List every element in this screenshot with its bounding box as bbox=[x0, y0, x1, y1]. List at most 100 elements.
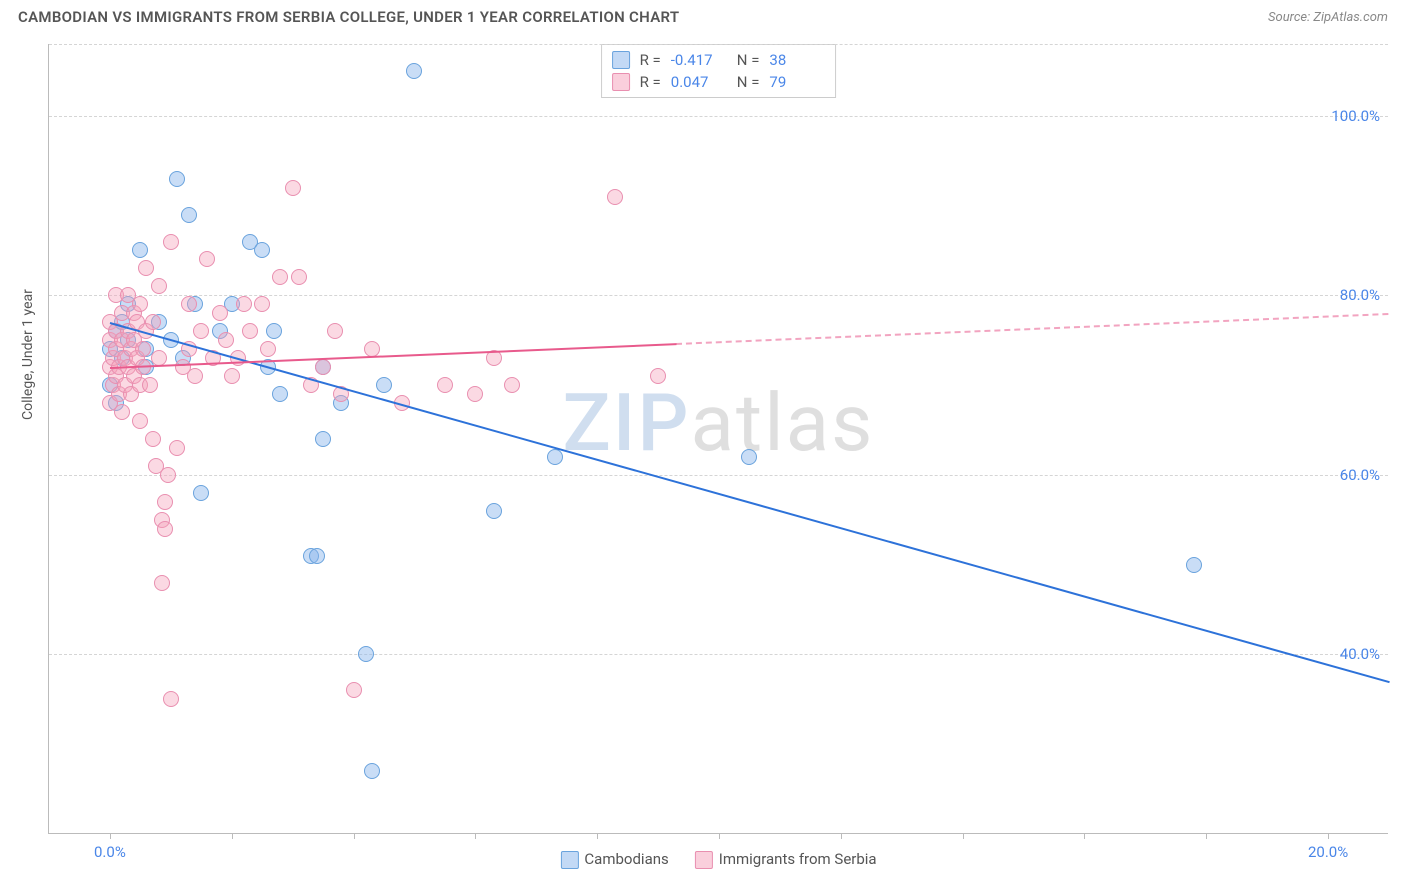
x-tick bbox=[963, 833, 964, 839]
data-point bbox=[358, 646, 374, 662]
data-point bbox=[486, 503, 502, 519]
x-tick-label: 0.0% bbox=[94, 843, 126, 861]
n-value: 38 bbox=[769, 51, 825, 69]
legend-label: Cambodians bbox=[584, 850, 668, 868]
data-point bbox=[607, 189, 623, 205]
n-label: N = bbox=[737, 51, 760, 69]
data-point bbox=[142, 377, 158, 393]
chart-title: CAMBODIAN VS IMMIGRANTS FROM SERBIA COLL… bbox=[18, 8, 679, 26]
source-label: Source: ZipAtlas.com bbox=[1268, 10, 1388, 25]
data-point bbox=[181, 296, 197, 312]
n-value: 79 bbox=[769, 73, 825, 91]
data-point bbox=[254, 296, 270, 312]
legend-row-cambodians: R = -0.417 N = 38 bbox=[612, 49, 826, 71]
data-point bbox=[187, 368, 203, 384]
data-point bbox=[504, 377, 520, 393]
x-tick bbox=[1084, 833, 1085, 839]
x-tick bbox=[1206, 833, 1207, 839]
data-point bbox=[467, 386, 483, 402]
data-point bbox=[650, 368, 666, 384]
data-point bbox=[132, 413, 148, 429]
data-point bbox=[437, 377, 453, 393]
y-tick-label: 40.0% bbox=[1340, 645, 1380, 663]
data-point bbox=[169, 171, 185, 187]
r-value: 0.047 bbox=[671, 73, 727, 91]
data-point bbox=[151, 278, 167, 294]
gridline bbox=[49, 654, 1388, 655]
x-tick bbox=[110, 833, 111, 839]
r-value: -0.417 bbox=[671, 51, 727, 69]
data-point bbox=[547, 449, 563, 465]
data-point bbox=[327, 323, 343, 339]
y-tick-label: 100.0% bbox=[1331, 107, 1380, 125]
trend-line bbox=[676, 313, 1389, 345]
gridline bbox=[49, 295, 1388, 296]
data-point bbox=[309, 548, 325, 564]
data-point bbox=[1186, 557, 1202, 573]
x-tick bbox=[597, 833, 598, 839]
swatch-blue-icon bbox=[560, 851, 578, 869]
data-point bbox=[154, 575, 170, 591]
gridline bbox=[49, 116, 1388, 117]
series-legend: Cambodians Immigrants from Serbia bbox=[560, 850, 876, 869]
x-tick bbox=[1328, 833, 1329, 839]
data-point bbox=[145, 314, 161, 330]
gridline bbox=[49, 475, 1388, 476]
data-point bbox=[132, 296, 148, 312]
correlation-legend: R = -0.417 N = 38 R = 0.047 N = 79 bbox=[601, 44, 837, 98]
r-label: R = bbox=[640, 73, 661, 91]
legend-item-cambodians: Cambodians bbox=[560, 850, 668, 869]
data-point bbox=[291, 269, 307, 285]
data-point bbox=[132, 242, 148, 258]
x-tick bbox=[719, 833, 720, 839]
data-point bbox=[181, 207, 197, 223]
data-point bbox=[242, 323, 258, 339]
legend-row-serbia: R = 0.047 N = 79 bbox=[612, 71, 826, 93]
data-point bbox=[254, 242, 270, 258]
data-point bbox=[224, 368, 240, 384]
x-tick bbox=[475, 833, 476, 839]
swatch-pink-icon bbox=[612, 73, 630, 91]
data-point bbox=[315, 359, 331, 375]
data-point bbox=[157, 521, 173, 537]
data-point bbox=[157, 494, 173, 510]
data-point bbox=[163, 234, 179, 250]
y-tick-label: 60.0% bbox=[1340, 466, 1380, 484]
data-point bbox=[406, 63, 422, 79]
data-point bbox=[169, 440, 185, 456]
data-point bbox=[160, 467, 176, 483]
data-point bbox=[285, 180, 301, 196]
gridline bbox=[49, 44, 1388, 45]
data-point bbox=[364, 763, 380, 779]
data-point bbox=[272, 269, 288, 285]
scatter-plot: ZIPatlas R = -0.417 N = 38 R = 0.047 N =… bbox=[48, 44, 1388, 834]
data-point bbox=[138, 260, 154, 276]
swatch-blue-icon bbox=[612, 51, 630, 69]
data-point bbox=[193, 323, 209, 339]
data-point bbox=[315, 431, 331, 447]
data-point bbox=[741, 449, 757, 465]
swatch-pink-icon bbox=[695, 851, 713, 869]
data-point bbox=[218, 332, 234, 348]
data-point bbox=[346, 682, 362, 698]
data-point bbox=[163, 691, 179, 707]
data-point bbox=[145, 431, 161, 447]
x-tick bbox=[354, 833, 355, 839]
data-point bbox=[376, 377, 392, 393]
data-point bbox=[272, 386, 288, 402]
data-point bbox=[266, 323, 282, 339]
watermark: ZIPatlas bbox=[563, 376, 875, 470]
trend-line bbox=[110, 322, 1390, 683]
data-point bbox=[236, 296, 252, 312]
legend-item-serbia: Immigrants from Serbia bbox=[695, 850, 877, 869]
y-tick-label: 80.0% bbox=[1340, 286, 1380, 304]
data-point bbox=[193, 485, 209, 501]
data-point bbox=[260, 341, 276, 357]
y-axis-label: College, Under 1 year bbox=[20, 289, 36, 420]
x-tick-label: 20.0% bbox=[1308, 843, 1348, 861]
x-tick bbox=[841, 833, 842, 839]
data-point bbox=[212, 305, 228, 321]
x-tick bbox=[232, 833, 233, 839]
data-point bbox=[135, 341, 151, 357]
r-label: R = bbox=[640, 51, 661, 69]
